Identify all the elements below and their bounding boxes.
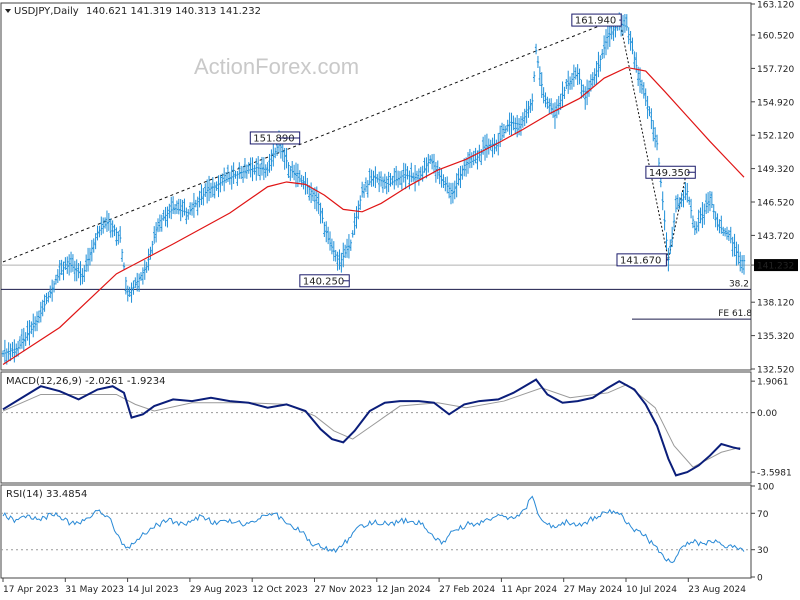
price-annotation: 141.670 (616, 253, 669, 267)
annotation-label: 140.250 (303, 276, 344, 287)
x-axis-label: 29 Aug 2023 (190, 585, 248, 595)
header-title: USDJPY,Daily 140.621 141.319 140.313 141… (5, 6, 261, 17)
rsi-title: RSI(14) 33.4854 (6, 489, 87, 500)
x-axis-label: 23 Aug 2024 (688, 585, 746, 595)
ohlc-readout: 140.621 141.319 140.313 141.232 (86, 6, 261, 17)
price-axis-label: 160.520 (757, 32, 794, 42)
rsi-axis-label: 100 (757, 483, 774, 493)
price-annotation: 161.940 (571, 13, 622, 27)
rsi-axis-label: 70 (757, 510, 769, 520)
price-axis-label: 152.120 (757, 132, 794, 142)
x-axis-label: 12 Jan 2024 (377, 585, 431, 595)
price-axis-label: 154.920 (757, 98, 794, 108)
x-axis-label: 17 Apr 2023 (3, 585, 59, 595)
price-axis-label: 149.320 (757, 165, 794, 175)
annotation-label: 161.940 (575, 16, 616, 27)
swing-dotted-line (618, 17, 688, 260)
symbol-label: USDJPY,Daily (14, 6, 79, 17)
rsi-panel-frame (0, 484, 752, 579)
price-layer: 163.120 160.520 157.720 154.920 152.120 149.3… (1, 1, 798, 376)
annotation-label: 149.350 (649, 168, 690, 179)
price-annotation: 151.890 (249, 131, 301, 145)
x-axis-label: 11 Apr 2024 (501, 585, 557, 595)
x-axis: 17 Apr 2023 31 May 2023 14 Jul 2023 29 Aug … (2, 578, 746, 595)
price-axis-label: 157.720 (757, 65, 794, 75)
price-axis-label: 143.720 (757, 232, 794, 242)
macd-axis-label: -3.5981 (757, 469, 792, 479)
price-panel-frame (0, 2, 752, 371)
annotation-label: 151.890 (253, 133, 294, 144)
rsi-line (2, 495, 745, 564)
rising-trendline (2, 17, 620, 263)
macd-signal-line (2, 383, 741, 468)
x-axis-label: 27 Feb 2024 (439, 585, 495, 595)
macd-axis-label: 0.00 (757, 409, 777, 419)
current-price-box (754, 259, 798, 272)
price-axis-label: 141.232 (757, 262, 794, 272)
watermark-text: ActionForex.com (194, 54, 359, 79)
x-axis-label: 10 Jul 2024 (626, 585, 677, 595)
macd-layer: MACD(12,26,9) -2.0261 -1.9234 1.9061 0.00 -… (1, 376, 792, 479)
x-axis-label: 31 May 2023 (65, 585, 124, 595)
x-axis-label: 27 Nov 2023 (315, 585, 373, 595)
macd-title: MACD(12,26,9) -2.0261 -1.9234 (6, 376, 166, 387)
x-axis-label: 12 Oct 2023 (252, 585, 308, 595)
fib-38-2-label: 38.2 (729, 279, 749, 289)
macd-axis-label: 1.9061 (757, 378, 789, 388)
rsi-layer: RSI(14) 33.4854 100 70 30 0 (1, 483, 774, 584)
price-axis-label: 138.120 (757, 299, 794, 309)
price-axis-label: 135.320 (757, 332, 794, 342)
dropdown-triangle-icon (5, 9, 11, 13)
rsi-axis-label: 0 (757, 574, 763, 584)
ohlc-bars (1, 12, 746, 365)
price-axis-label: 146.520 (757, 199, 794, 209)
price-axis-label: 132.520 (757, 366, 794, 376)
x-axis-label: 27 May 2024 (564, 585, 623, 595)
macd-panel-frame (0, 371, 752, 484)
fe-61-8-label: FE 61.8 (718, 309, 752, 319)
rsi-axis-label: 30 (757, 546, 769, 556)
moving-average-line (2, 66, 745, 365)
x-axis-label: 14 Jul 2023 (128, 585, 179, 595)
macd-line (2, 378, 741, 477)
price-annotation: 149.350 (645, 165, 696, 179)
price-axis-label: 163.120 (757, 1, 794, 11)
price-annotation: 140.250 (299, 274, 350, 288)
annotation-label: 141.670 (620, 255, 661, 266)
